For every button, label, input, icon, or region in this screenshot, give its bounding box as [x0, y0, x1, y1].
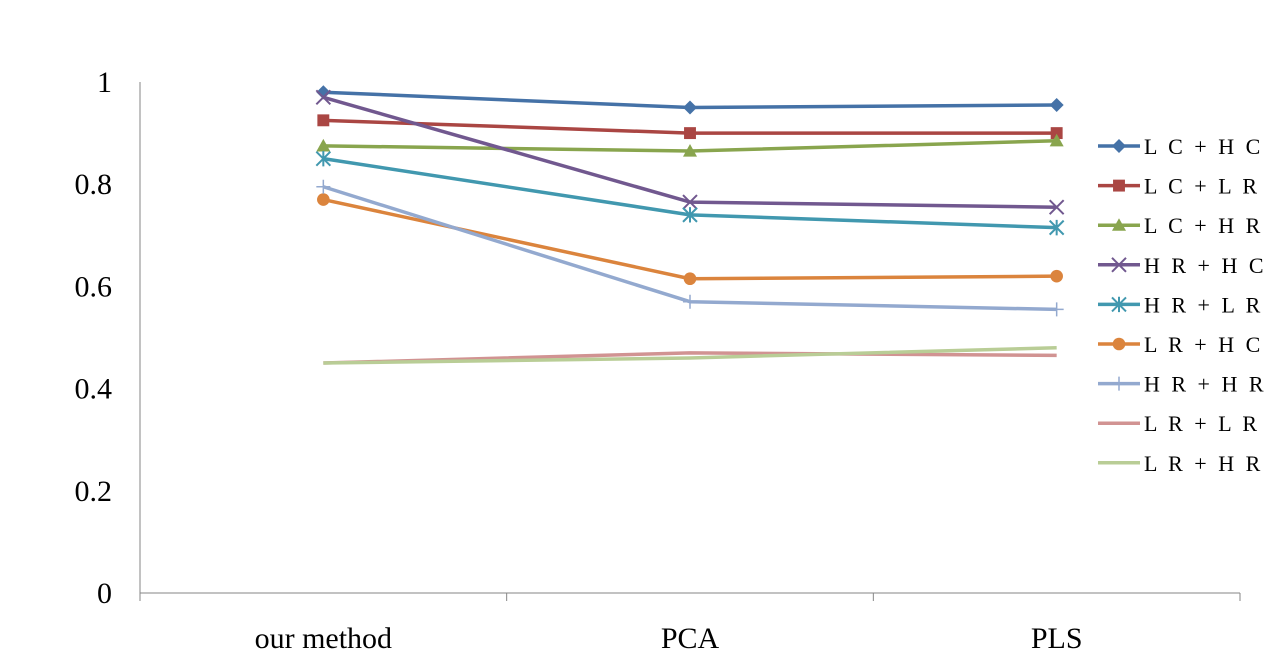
series-line [323, 345, 1057, 365]
axes: 0 0.2 0.4 0.6 0.8 1 our method PCA PLS [75, 66, 1241, 655]
data-point-star [682, 207, 698, 223]
legend-item: H R + H C [1098, 253, 1267, 278]
legend: L C + H C L C + L R L C + H R H R + H C H R … [1098, 134, 1267, 476]
y-tick-label: 0.4 [75, 373, 113, 406]
legend-label: L R + L R [1144, 411, 1260, 436]
y-tick-label: 1 [97, 66, 112, 99]
legend-item: L R + H C [1098, 332, 1263, 357]
data-point-square [684, 127, 696, 140]
legend-item: L R + L R [1098, 411, 1260, 436]
legend-label: L R + H R [1144, 451, 1263, 476]
data-point-circle [683, 272, 697, 286]
data-point-triangle [1049, 133, 1064, 147]
y-tick-label: 0.8 [75, 168, 113, 201]
data-point-circle [1112, 337, 1126, 351]
y-tick-label: 0 [97, 577, 112, 610]
series-lc+lr [317, 114, 1063, 140]
data-point-plus [683, 294, 697, 309]
series-hr+hc [315, 89, 1065, 215]
series-lc+hr [316, 133, 1064, 157]
data-point-diamond [316, 85, 331, 100]
data-point-square [317, 114, 330, 127]
legend-label: H R + H R [1144, 372, 1267, 397]
data-point-plus [1112, 376, 1126, 391]
data-point-star [1048, 219, 1065, 236]
data-point-star [1111, 296, 1127, 313]
x-tick-label: our method [255, 622, 392, 655]
legend-label: H R + L R [1144, 292, 1263, 317]
data-point-triangle [683, 143, 697, 157]
data-point-circle [317, 193, 330, 206]
data-point-star [315, 150, 332, 167]
data-point-diamond [1049, 97, 1064, 112]
data-point-diamond [683, 100, 697, 115]
series-hr+lr [315, 150, 1065, 236]
data-point-x [1111, 257, 1127, 273]
series-lr+hr [323, 345, 1057, 365]
data-point-triangle [316, 138, 331, 152]
series-layer [315, 85, 1065, 365]
legend-label: L C + H C [1144, 134, 1263, 159]
data-point-square [1050, 127, 1063, 140]
series-lc+hc [316, 85, 1064, 115]
legend-label: H R + H C [1144, 253, 1267, 278]
legend-item: L C + L R [1098, 174, 1260, 199]
legend-label: L R + H C [1144, 332, 1263, 357]
data-point-circle [1050, 269, 1063, 283]
data-point-triangle [1112, 218, 1126, 231]
data-point-x [315, 89, 332, 106]
legend-item: L C + H C [1098, 134, 1263, 159]
x-tick-label: PLS [1031, 622, 1083, 655]
x-tick-label: PCA [661, 622, 720, 655]
data-point-x [682, 194, 698, 210]
y-tick-label: 0.2 [75, 475, 113, 508]
data-point-diamond [1112, 139, 1126, 153]
legend-item: H R + H R [1098, 372, 1267, 397]
legend-item: L R + H R [1098, 451, 1263, 476]
data-point-square [1113, 179, 1125, 192]
data-point-plus [316, 179, 331, 194]
legend-label: L C + H R [1144, 213, 1263, 238]
legend-label: L C + L R [1144, 174, 1260, 199]
y-tick-label: 0.6 [75, 270, 113, 303]
series-hr+hr [316, 179, 1064, 317]
data-point-plus [1049, 302, 1064, 317]
legend-item: H R + L R [1098, 292, 1263, 317]
data-point-x [1048, 199, 1065, 215]
legend-item: L C + H R [1098, 213, 1263, 238]
